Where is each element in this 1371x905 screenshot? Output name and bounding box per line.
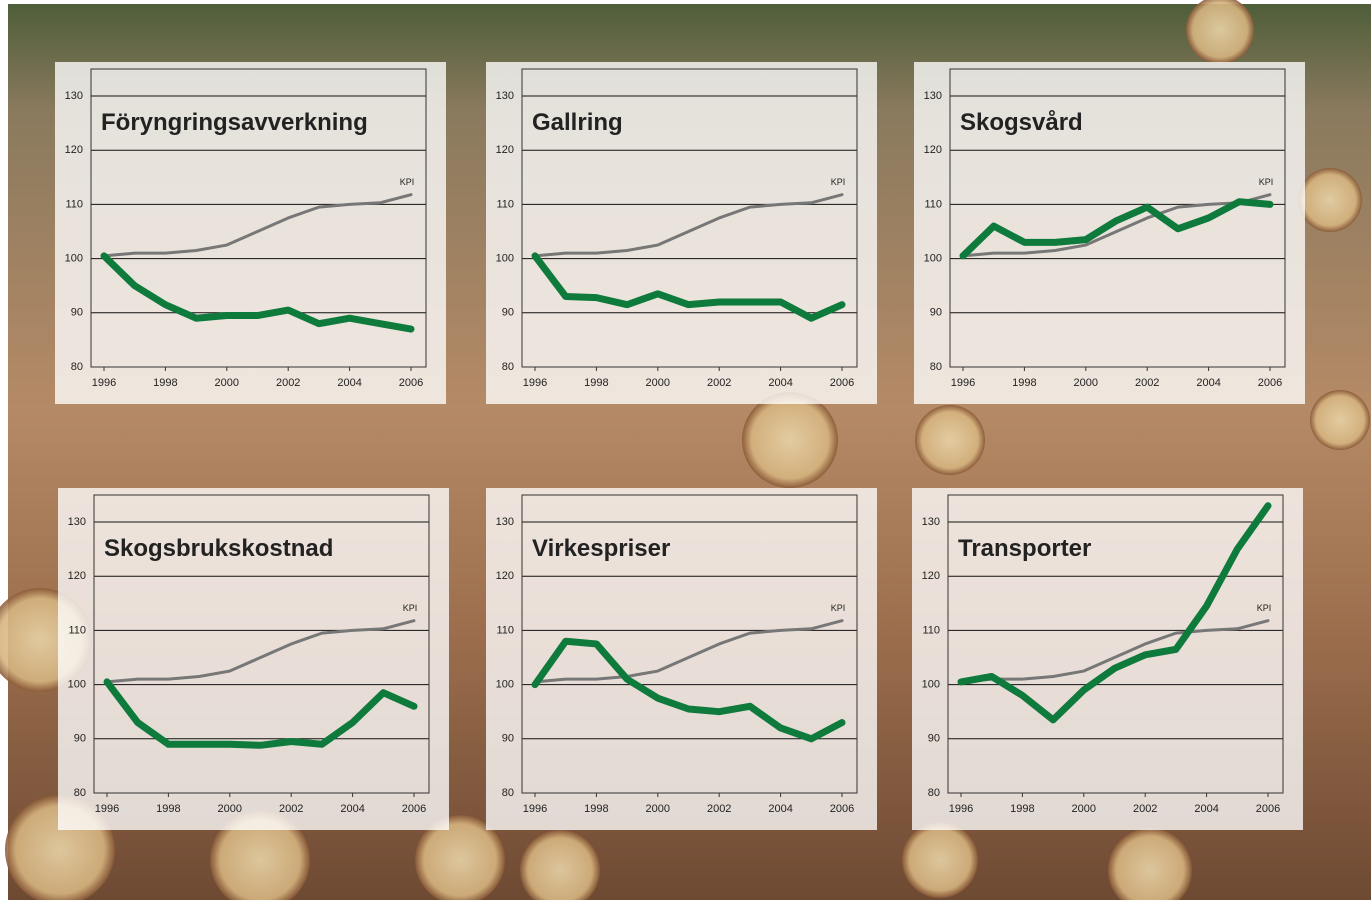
x-tick-label: 2000 xyxy=(1072,803,1096,815)
x-tick-label: 2002 xyxy=(1135,377,1159,389)
y-tick-label: 110 xyxy=(65,198,83,210)
x-tick-label: 2004 xyxy=(768,803,792,815)
x-tick-label: 1998 xyxy=(584,803,608,815)
chart: 80 90 100 110 120 130 1996 1998 2000 2002 2004 2006… xyxy=(58,488,449,830)
x-tick-label: 2002 xyxy=(279,803,303,815)
chart-title: Skogsvård xyxy=(960,109,1083,136)
chart-title: Transporter xyxy=(958,535,1091,562)
y-tick-label: 80 xyxy=(71,361,83,373)
y-tick-label: 120 xyxy=(68,570,86,582)
y-tick-label: 90 xyxy=(71,307,83,319)
y-tick-label: 90 xyxy=(930,307,942,319)
x-tick-label: 2004 xyxy=(340,803,364,815)
y-tick-label: 80 xyxy=(928,787,940,799)
chart-title: Föryngringsavverkning xyxy=(101,109,368,136)
x-tick-label: 2000 xyxy=(646,377,670,389)
x-tick-label: 2004 xyxy=(1194,803,1218,815)
chart-title: Skogsbrukskostnad xyxy=(104,535,333,562)
y-tick-label: 100 xyxy=(65,253,83,265)
series-label: KPI xyxy=(400,177,415,187)
x-tick-label: 2002 xyxy=(707,377,731,389)
series-label: KPI xyxy=(1257,603,1272,613)
chart: 80 90 100 110 120 130 1996 1998 2000 2002 2004 2006… xyxy=(486,62,877,404)
y-tick-label: 80 xyxy=(930,361,942,373)
x-tick-label: 2006 xyxy=(402,803,426,815)
y-tick-label: 110 xyxy=(922,624,940,636)
y-tick-label: 100 xyxy=(922,679,940,691)
y-tick-label: 130 xyxy=(496,90,514,102)
y-tick-label: 130 xyxy=(65,90,83,102)
x-tick-label: 1996 xyxy=(95,803,119,815)
x-tick-label: 2002 xyxy=(707,803,731,815)
x-tick-label: 2006 xyxy=(1258,377,1282,389)
y-tick-label: 80 xyxy=(74,787,86,799)
x-tick-label: 1996 xyxy=(523,377,547,389)
x-tick-label: 1998 xyxy=(1010,803,1034,815)
x-tick-label: 1998 xyxy=(153,377,177,389)
x-tick-label: 2004 xyxy=(768,377,792,389)
x-tick-label: 1996 xyxy=(523,803,547,815)
x-tick-label: 2004 xyxy=(337,377,361,389)
y-tick-label: 100 xyxy=(496,679,514,691)
x-tick-label: 1998 xyxy=(156,803,180,815)
x-tick-label: 2000 xyxy=(215,377,239,389)
x-tick-label: 1996 xyxy=(949,803,973,815)
y-tick-label: 80 xyxy=(502,361,514,373)
x-tick-label: 2006 xyxy=(1256,803,1280,815)
series-label: KPI xyxy=(831,603,846,613)
y-tick-label: 110 xyxy=(68,624,86,636)
chart: 80 90 100 110 120 130 1996 1998 2000 2002 2004 2006… xyxy=(486,488,877,830)
y-tick-label: 130 xyxy=(496,516,514,528)
y-tick-label: 100 xyxy=(924,253,942,265)
y-tick-label: 120 xyxy=(65,144,83,156)
x-tick-label: 2002 xyxy=(276,377,300,389)
chart: 80 90 100 110 120 130 1996 1998 2000 2002 2004 2006… xyxy=(912,488,1303,830)
y-tick-label: 120 xyxy=(496,570,514,582)
x-tick-label: 2000 xyxy=(218,803,242,815)
series-label: KPI xyxy=(831,177,846,187)
y-tick-label: 100 xyxy=(496,253,514,265)
x-tick-label: 2006 xyxy=(830,377,854,389)
y-tick-label: 130 xyxy=(924,90,942,102)
x-tick-label: 2004 xyxy=(1196,377,1220,389)
x-tick-label: 1998 xyxy=(1012,377,1036,389)
x-tick-label: 1996 xyxy=(951,377,975,389)
y-tick-label: 110 xyxy=(924,198,942,210)
x-tick-label: 1998 xyxy=(584,377,608,389)
chart-title: Gallring xyxy=(532,109,623,136)
y-tick-label: 80 xyxy=(502,787,514,799)
y-tick-label: 130 xyxy=(922,516,940,528)
series-label: KPI xyxy=(1259,177,1274,187)
x-tick-label: 2000 xyxy=(646,803,670,815)
y-tick-label: 90 xyxy=(928,733,940,745)
y-tick-label: 110 xyxy=(496,624,514,636)
y-tick-label: 90 xyxy=(74,733,86,745)
y-tick-label: 120 xyxy=(922,570,940,582)
page: 80 90 100 110 120 130 1996 1998 2000 2002 2004 2006… xyxy=(0,0,1371,900)
chart: 80 90 100 110 120 130 1996 1998 2000 2002 2004 2006… xyxy=(55,62,446,404)
y-tick-label: 130 xyxy=(68,516,86,528)
x-tick-label: 2006 xyxy=(830,803,854,815)
x-tick-label: 2000 xyxy=(1074,377,1098,389)
y-tick-label: 120 xyxy=(924,144,942,156)
series-label: KPI xyxy=(403,603,418,613)
x-tick-label: 2006 xyxy=(399,377,423,389)
y-tick-label: 100 xyxy=(68,679,86,691)
y-tick-label: 90 xyxy=(502,307,514,319)
x-tick-label: 1996 xyxy=(92,377,116,389)
chart: 80 90 100 110 120 130 1996 1998 2000 2002 2004 2006… xyxy=(914,62,1305,404)
chart-title: Virkespriser xyxy=(532,535,670,562)
y-tick-label: 90 xyxy=(502,733,514,745)
y-tick-label: 110 xyxy=(496,198,514,210)
x-tick-label: 2002 xyxy=(1133,803,1157,815)
y-tick-label: 120 xyxy=(496,144,514,156)
